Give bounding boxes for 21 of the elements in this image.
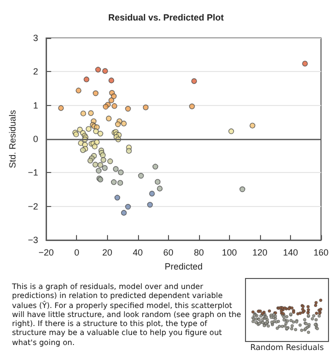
y-tick-label: −1 — [28, 168, 38, 178]
x-tick-label: −20 — [38, 248, 54, 258]
x-tick-label: 80 — [194, 248, 204, 258]
y-tick-label: 1 — [33, 100, 38, 110]
x-tick-label: 40 — [132, 248, 143, 258]
chart-title: Residual vs. Predicted Plot — [108, 12, 224, 22]
y-tick-label: −3 — [28, 235, 38, 246]
x-tick-label: 0 — [74, 248, 80, 258]
y-axis-title: Std. Residuals — [8, 110, 18, 168]
y-tick-label: −2 — [28, 201, 38, 212]
x-tick-label: 100 — [222, 248, 237, 258]
x-tick-label: 120 — [252, 248, 268, 258]
x-tick-label: 160 — [313, 248, 329, 258]
x-tick-label: 140 — [282, 248, 298, 258]
y-tick-label: 0 — [33, 134, 38, 144]
text: Random Residuals — [249, 343, 325, 352]
x-tick-label: 60 — [163, 248, 174, 258]
y-tick-label: 2 — [33, 66, 38, 77]
x-tick-label: 20 — [102, 248, 112, 258]
x-axis-title: Predicted — [164, 262, 203, 272]
y-tick-label: 3 — [33, 33, 38, 43]
